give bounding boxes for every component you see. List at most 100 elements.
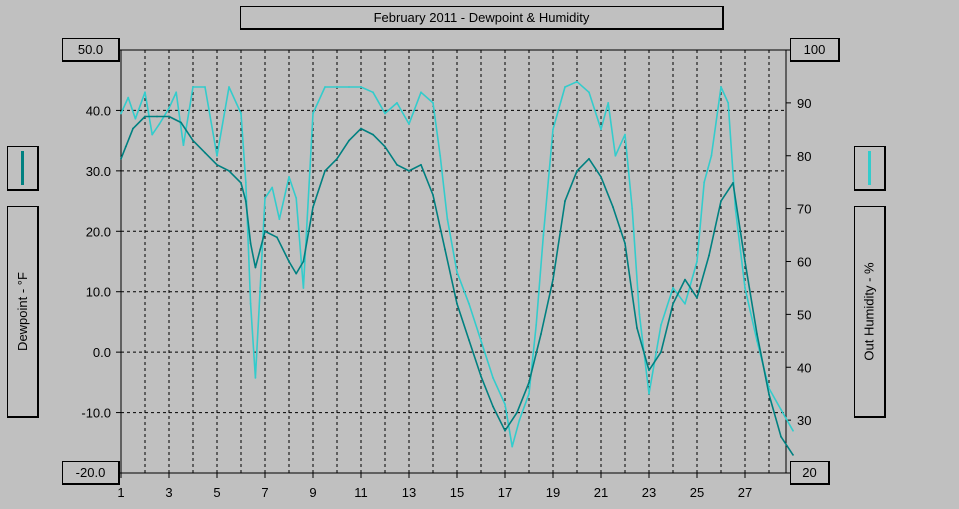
dewpoint-point [660, 351, 662, 354]
dewpoint-point [756, 333, 758, 335]
left-tick-label: 10.0 [86, 285, 111, 300]
humidity-point [535, 324, 538, 326]
dewpoint-legend-swatch [7, 146, 39, 191]
dewpoint-line [120, 115, 794, 456]
dewpoint-point [492, 405, 494, 408]
dewpoint-point [636, 327, 638, 329]
right-tick-label: 80 [797, 149, 811, 164]
dewpoint-point [732, 182, 734, 184]
left-axis-max-box: 50.0 [62, 38, 120, 62]
x-tick-label: 3 [165, 485, 172, 500]
x-tick-label: 1 [117, 485, 124, 500]
plot-area [120, 49, 787, 474]
dewpoint-point [744, 260, 746, 263]
dewpoint-point [528, 381, 530, 384]
humidity-legend-line [868, 151, 871, 185]
left-tick-label: 40.0 [86, 103, 111, 118]
dewpoint-point [132, 127, 134, 130]
humidity-point [727, 101, 730, 104]
humidity-point [396, 101, 398, 104]
humidity-point [204, 86, 206, 88]
dewpoint-point [312, 206, 314, 209]
dewpoint-point [696, 296, 698, 299]
humidity-point [710, 154, 713, 157]
x-axis-ticks: 1 3 5 7 9 11 13 15 17 19 21 23 25 27 [117, 473, 752, 500]
right-tick-label: 60 [797, 255, 811, 270]
humidity-point [542, 234, 545, 236]
dewpoint-point [254, 266, 257, 269]
humidity-point [684, 302, 686, 305]
x-tick-label: 23 [642, 485, 656, 500]
right-tick-label: 30 [797, 413, 811, 428]
humidity-point [660, 324, 662, 326]
dewpoint-point [336, 157, 338, 160]
humidity-point [734, 207, 737, 210]
humidity-point [446, 218, 449, 221]
humidity-point [158, 123, 161, 125]
dewpoint-point [420, 163, 422, 166]
humidity-point [439, 154, 442, 157]
dewpoint-point [249, 242, 252, 245]
humidity-point [456, 271, 458, 273]
humidity-point [254, 376, 257, 379]
dewpoint-point [624, 242, 626, 245]
humidity-point [744, 287, 746, 289]
humidity-point [720, 86, 722, 88]
humidity-point [175, 91, 178, 94]
x-tick-label: 17 [498, 485, 512, 500]
humidity-point [607, 101, 610, 104]
humidity-point [360, 86, 362, 88]
dewpoint-point [120, 157, 122, 160]
humidity-point [614, 154, 617, 157]
right-tick-label: 50 [797, 307, 811, 322]
humidity-point [134, 117, 137, 120]
humidity-point [408, 123, 410, 125]
humidity-point [552, 128, 554, 131]
humidity-point [792, 429, 794, 432]
x-tick-label: 11 [354, 485, 368, 500]
dewpoint-point [408, 169, 410, 172]
dewpoint-point [168, 115, 170, 118]
dewpoint-point [384, 145, 386, 148]
dewpoint-point [204, 151, 206, 154]
left-axis-min-box: -20.0 [62, 461, 120, 485]
dewpoint-point [228, 169, 230, 172]
humidity-point [249, 302, 252, 305]
dewpoint-point [504, 429, 506, 432]
humidity-point [295, 197, 298, 199]
humidity-point [151, 133, 154, 136]
humidity-point [432, 101, 434, 104]
dewpoint-point [444, 248, 446, 251]
humidity-point [672, 287, 674, 289]
dewpoint-point [612, 206, 614, 209]
humidity-point [420, 91, 422, 94]
humidity-point [168, 107, 170, 110]
dewpoint-point [302, 260, 305, 263]
humidity-point [588, 91, 590, 94]
humidity-line [120, 80, 794, 448]
dewpoint-point [264, 230, 266, 233]
humidity-point [228, 86, 230, 88]
humidity-point [288, 176, 290, 178]
humidity-point [348, 86, 350, 88]
humidity-point [631, 207, 634, 210]
humidity-point [648, 392, 650, 395]
x-tick-label: 15 [450, 485, 464, 500]
x-tick-label: 21 [594, 485, 608, 500]
humidity-point [372, 91, 374, 94]
dewpoint-point [684, 278, 686, 281]
humidity-point [182, 144, 185, 147]
humidity-point [240, 112, 242, 115]
dewpoint-point [708, 254, 710, 257]
humidity-legend-swatch [854, 146, 886, 191]
humidity-point [576, 80, 578, 83]
dewpoint-point [396, 163, 398, 166]
right-axis-title-box: Out Humidity - % [854, 206, 886, 418]
humidity-point [780, 408, 782, 411]
humidity-point [624, 133, 626, 136]
right-axis-title: Out Humidity - % [862, 262, 877, 361]
humidity-point [564, 86, 566, 88]
dewpoint-point [432, 194, 434, 196]
humidity-point [492, 376, 494, 379]
